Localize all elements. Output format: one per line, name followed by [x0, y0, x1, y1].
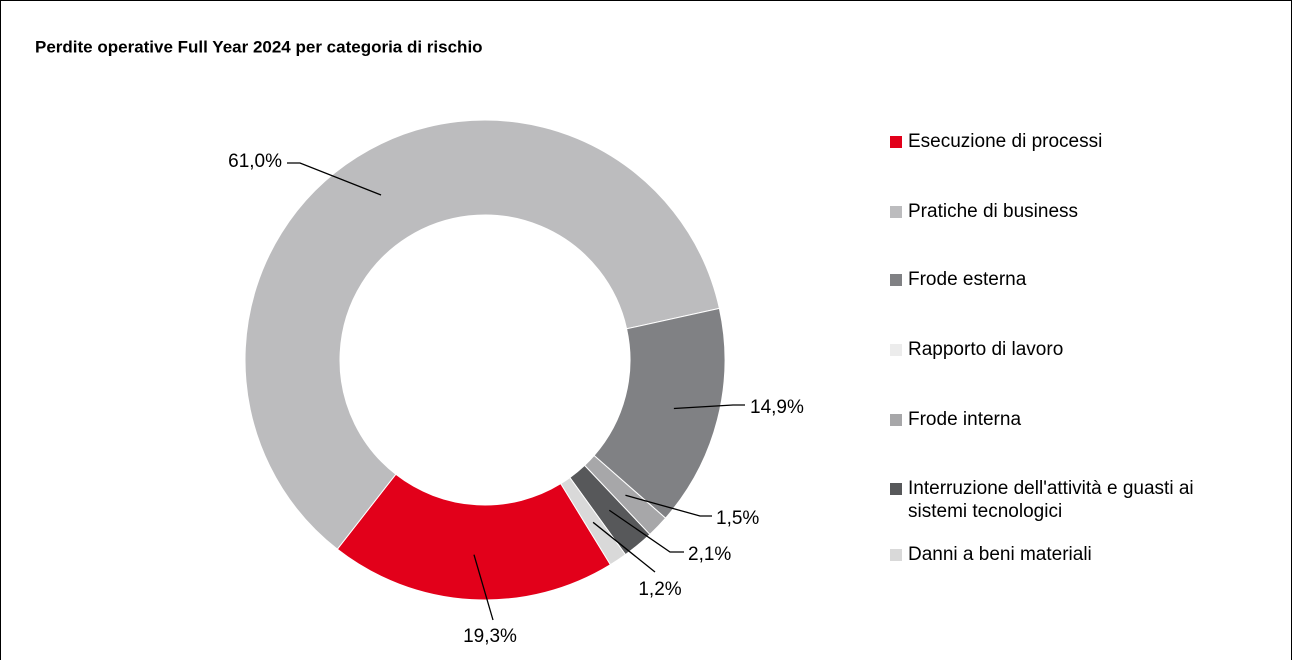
leader-line [673, 404, 745, 410]
leader-line [592, 521, 656, 573]
data-label: 61,0% [228, 151, 282, 172]
legend-label: Frode esterna [908, 269, 1027, 290]
donut-slice [560, 476, 627, 566]
leader-line [608, 509, 684, 553]
data-label: 14,9% [750, 397, 804, 418]
legend-label: Rapporto di lavoro [908, 339, 1064, 360]
donut-slice [336, 473, 612, 601]
legend-swatch [890, 274, 902, 286]
legend-swatch [890, 206, 902, 218]
legend-label: Danni a beni materiali [908, 544, 1092, 565]
legend-label: Interruzione dell'attività e guasti ai s… [908, 478, 1194, 522]
leader-line [287, 162, 382, 196]
legend-item: Frode esterna [890, 268, 1026, 291]
legend-swatch [890, 136, 902, 148]
legend-swatch [890, 414, 902, 426]
legend-item: Danni a beni materiali [890, 543, 1092, 566]
legend-item: Frode interna [890, 408, 1021, 431]
leader-line [625, 494, 712, 517]
data-label: 1,2% [638, 579, 681, 600]
legend-swatch [890, 344, 902, 356]
leader-line [473, 554, 494, 621]
legend-label: Pratiche di business [908, 201, 1079, 222]
chart-title: Perdite operative Full Year 2024 per cat… [35, 37, 483, 56]
legend-label: Frode interna [908, 409, 1022, 430]
legend-item: Esecuzione di processi [890, 130, 1102, 153]
data-label: 19,3% [463, 626, 517, 647]
data-label: 1,5% [716, 508, 759, 529]
legend-item: Rapporto di lavoro [890, 338, 1063, 361]
donut-slice [244, 119, 720, 550]
data-label: 2,1% [688, 544, 731, 565]
legend-label: Esecuzione di processi [908, 131, 1103, 152]
legend-item: Pratiche di business [890, 200, 1078, 223]
legend-swatch [890, 549, 902, 561]
legend-swatch [890, 483, 902, 495]
legend-item: Interruzione dell'attività e guasti ai s… [890, 477, 1230, 523]
